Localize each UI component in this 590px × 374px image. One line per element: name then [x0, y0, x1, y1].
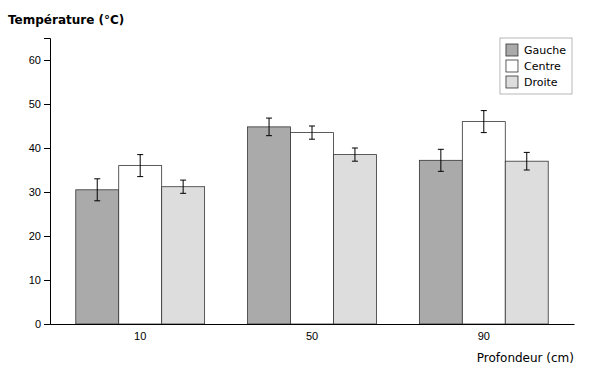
- x-axis: 10 50 90: [51, 325, 575, 342]
- y-tick-mark: [44, 192, 50, 193]
- legend-swatch: [506, 60, 518, 72]
- y-axis-line: [44, 39, 51, 325]
- bar: [76, 190, 119, 324]
- error-bar: [352, 148, 358, 161]
- y-tick: 30: [29, 186, 50, 198]
- bar: [419, 160, 462, 324]
- legend: Gauche Centre Droite: [500, 38, 572, 94]
- bar: [291, 133, 334, 324]
- legend-item: Gauche: [506, 44, 566, 57]
- x-tick: 50: [306, 330, 318, 342]
- error-bar: [137, 155, 143, 177]
- y-axis: 0 10 20 30 40 50 60: [29, 39, 51, 331]
- bar: [333, 155, 376, 324]
- series: [76, 118, 463, 324]
- y-tick: 0: [35, 318, 50, 330]
- y-tick: 20: [29, 230, 50, 242]
- x-tick-label: 90: [478, 330, 490, 342]
- y-tick: 40: [29, 142, 50, 154]
- y-tick: 10: [29, 274, 50, 286]
- legend-label: Droite: [524, 76, 558, 89]
- marks: [76, 111, 548, 324]
- legend-item: Centre: [506, 60, 561, 73]
- plot-area: 0 10 20 30 40 50 60 10 50 90 Gauche Centre Droite: [29, 38, 575, 342]
- bar: [119, 166, 162, 324]
- y-tick-label: 60: [29, 54, 41, 66]
- y-tick-label: 0: [35, 318, 41, 330]
- error-bar: [180, 180, 186, 193]
- chart: 0 10 20 30 40 50 60 10 50 90 Gauche Centre Droite Tem…: [0, 0, 590, 374]
- y-tick: 50: [29, 98, 50, 110]
- y-tick-label: 30: [29, 186, 41, 198]
- y-tick-mark: [44, 148, 50, 149]
- legend-label: Gauche: [524, 44, 566, 57]
- legend-swatch: [506, 44, 518, 56]
- legend-item: Droite: [506, 76, 558, 89]
- x-tick: 10: [134, 330, 146, 342]
- x-axis-line: [51, 324, 575, 325]
- y-tick-mark: [44, 324, 50, 325]
- error-bar: [309, 126, 315, 139]
- y-tick-label: 20: [29, 230, 41, 242]
- error-bar: [438, 149, 444, 171]
- y-tick: 60: [29, 54, 50, 66]
- bar: [248, 127, 291, 324]
- y-axis-title: Température (°C): [8, 13, 124, 27]
- y-tick-label: 10: [29, 274, 41, 286]
- series: [119, 111, 506, 324]
- bar: [162, 187, 205, 324]
- error-bar: [481, 111, 487, 133]
- x-tick-label: 10: [134, 330, 146, 342]
- x-tick: 90: [478, 330, 490, 342]
- y-tick-mark: [44, 280, 50, 281]
- series: [162, 148, 549, 324]
- x-tick-label: 50: [306, 330, 318, 342]
- y-tick-label: 40: [29, 142, 41, 154]
- error-bar: [266, 118, 272, 136]
- legend-label: Centre: [524, 60, 561, 73]
- y-tick-mark: [44, 236, 50, 237]
- error-bar: [94, 179, 100, 201]
- y-tick-mark: [44, 60, 50, 61]
- error-bar: [524, 152, 530, 170]
- y-tick-mark: [44, 104, 50, 105]
- legend-swatch: [506, 76, 518, 88]
- x-axis-title: Profondeur (cm): [477, 351, 574, 365]
- legend-frame: [500, 38, 572, 94]
- y-tick-label: 50: [29, 98, 41, 110]
- bar: [505, 161, 548, 324]
- bar: [462, 122, 505, 324]
